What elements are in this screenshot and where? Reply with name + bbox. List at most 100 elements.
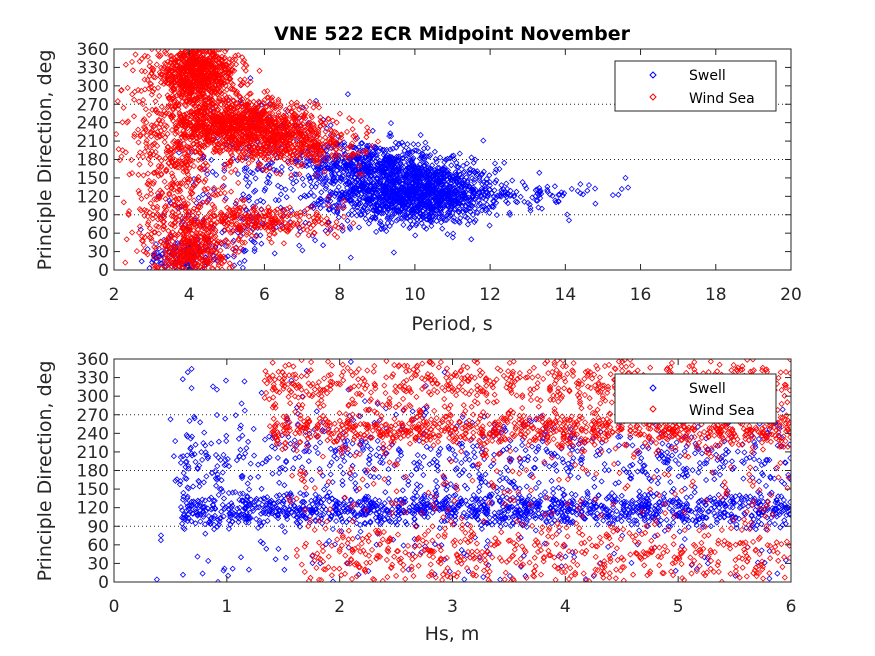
data-point xyxy=(256,67,263,74)
data-point xyxy=(399,176,406,183)
data-point xyxy=(416,186,423,193)
data-point xyxy=(359,176,366,183)
data-point xyxy=(293,171,300,178)
data-point xyxy=(138,258,145,265)
data-point xyxy=(193,49,200,55)
data-point xyxy=(176,52,183,59)
data-point xyxy=(290,180,297,187)
data-point xyxy=(207,54,214,61)
data-point xyxy=(496,165,503,173)
data-point xyxy=(377,218,384,225)
data-point xyxy=(420,174,427,181)
data-point xyxy=(241,76,248,83)
data-point xyxy=(458,173,465,180)
data-point xyxy=(483,206,490,213)
data-point xyxy=(410,141,417,148)
data-point xyxy=(434,201,441,208)
data-point xyxy=(380,196,387,203)
data-point xyxy=(217,71,224,78)
data-point xyxy=(226,75,233,82)
data-point xyxy=(338,192,345,199)
data-point xyxy=(536,169,543,176)
data-point xyxy=(385,174,392,182)
data-point xyxy=(354,176,361,183)
data-point xyxy=(407,217,414,224)
data-point xyxy=(382,197,389,204)
data-point xyxy=(438,214,445,221)
data-point xyxy=(359,208,366,215)
data-point xyxy=(164,92,171,99)
data-point xyxy=(382,224,389,231)
data-point xyxy=(346,223,353,231)
data-point xyxy=(179,98,186,105)
data-point xyxy=(158,64,165,71)
data-point xyxy=(439,225,446,232)
data-point xyxy=(187,49,194,53)
data-point xyxy=(411,209,418,216)
data-point xyxy=(371,214,378,221)
data-point xyxy=(359,206,366,213)
data-point xyxy=(383,228,390,235)
data-point xyxy=(448,162,455,169)
data-point xyxy=(445,189,452,196)
data-point xyxy=(310,192,318,200)
data-point xyxy=(480,203,487,210)
data-point xyxy=(217,49,224,53)
data-point xyxy=(247,75,254,82)
data-point xyxy=(191,76,198,83)
data-point xyxy=(354,189,361,196)
data-point xyxy=(592,185,599,192)
data-point xyxy=(444,202,451,209)
data-point xyxy=(374,174,381,182)
data-point xyxy=(183,71,191,78)
data-point xyxy=(410,163,417,170)
data-point xyxy=(391,163,398,170)
data-point xyxy=(391,206,398,213)
data-point xyxy=(165,67,172,74)
data-point xyxy=(376,145,384,152)
data-point xyxy=(132,51,139,58)
data-point xyxy=(470,186,477,193)
data-point xyxy=(251,248,258,255)
data-point xyxy=(439,180,446,187)
data-point xyxy=(352,190,359,197)
data-point xyxy=(305,172,312,179)
data-point xyxy=(555,191,562,198)
data-point xyxy=(535,204,542,211)
data-point xyxy=(361,204,368,211)
data-point xyxy=(370,144,377,151)
data-point xyxy=(210,58,217,65)
data-point xyxy=(318,165,325,172)
data-point xyxy=(519,179,526,186)
data-point xyxy=(221,141,228,148)
data-point xyxy=(470,211,477,218)
data-point xyxy=(467,165,474,173)
data-point xyxy=(367,181,375,188)
data-point xyxy=(195,60,202,67)
data-point xyxy=(322,174,330,181)
data-point xyxy=(427,165,434,172)
data-point xyxy=(339,227,346,234)
data-point xyxy=(447,177,454,184)
data-point xyxy=(157,73,164,80)
data-point xyxy=(403,166,410,173)
data-point xyxy=(322,161,329,168)
data-point xyxy=(471,179,478,186)
data-point xyxy=(458,184,465,191)
data-point xyxy=(420,155,427,162)
data-point xyxy=(186,92,193,99)
data-point xyxy=(476,177,483,184)
data-point xyxy=(418,220,425,227)
data-point xyxy=(464,214,471,221)
data-point xyxy=(242,67,249,74)
data-point xyxy=(246,179,253,186)
data-point xyxy=(447,174,454,181)
data-point xyxy=(424,144,431,152)
data-point xyxy=(462,207,469,214)
data-point xyxy=(373,155,381,162)
data-point xyxy=(371,172,378,179)
data-point xyxy=(146,72,153,79)
data-point xyxy=(378,210,385,217)
data-point xyxy=(231,86,238,93)
data-point xyxy=(212,56,219,63)
